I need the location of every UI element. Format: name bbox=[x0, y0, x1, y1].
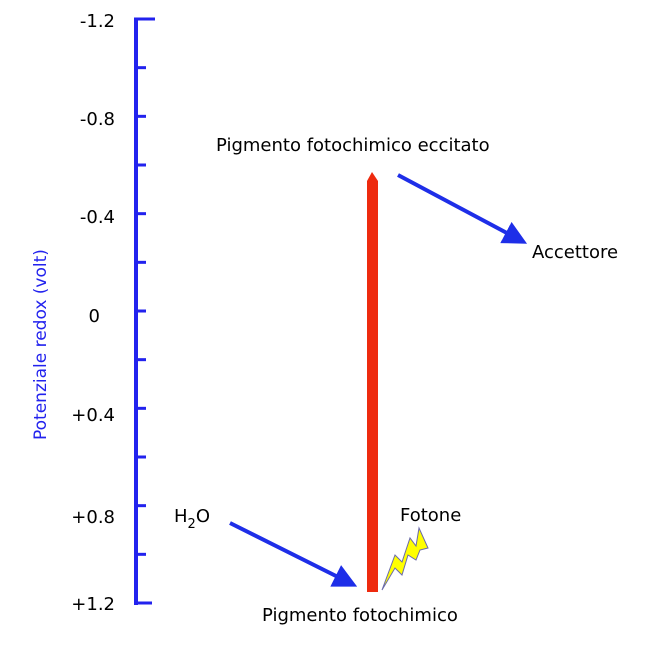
acceptor-label: Accettore bbox=[532, 242, 618, 263]
tick-label: -0.4 bbox=[80, 207, 115, 228]
arrow-from-water bbox=[229, 521, 358, 587]
tick-label: +0.8 bbox=[71, 507, 115, 528]
tick-label: -0.8 bbox=[80, 109, 115, 130]
tick-label: +1.2 bbox=[71, 594, 115, 615]
arrow-to-acceptor bbox=[397, 173, 528, 244]
excitation-bar bbox=[367, 172, 378, 592]
water-label: H2O bbox=[174, 506, 210, 532]
axis-title: Potenziale redox (volt) bbox=[31, 249, 51, 440]
photon-lightning-icon bbox=[381, 526, 429, 591]
pigment-label: Pigmento fotochimico bbox=[262, 605, 458, 626]
tick-label: +0.4 bbox=[71, 405, 115, 426]
axis-tick-labels: -1.2 -0.8 -0.4 0 +0.4 +0.8 +1.2 bbox=[71, 11, 115, 615]
redox-axis bbox=[134, 17, 155, 605]
excited-pigment-label: Pigmento fotochimico eccitato bbox=[216, 135, 490, 156]
photon-label: Fotone bbox=[400, 505, 461, 526]
tick-label: 0 bbox=[89, 306, 100, 327]
tick-label: -1.2 bbox=[80, 11, 115, 32]
